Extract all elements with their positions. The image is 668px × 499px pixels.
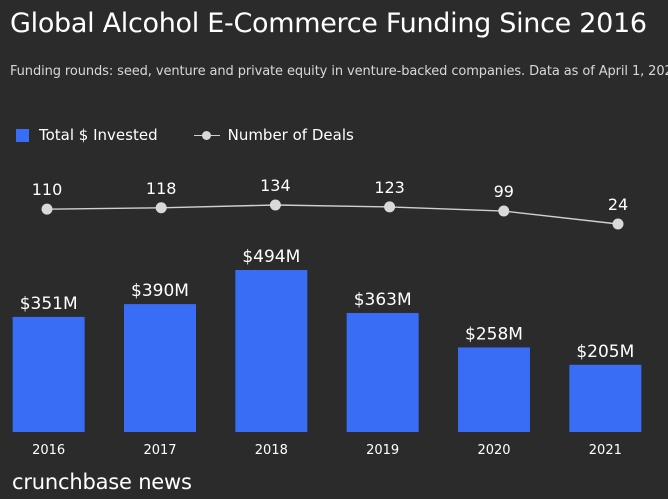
bar-2017 [124,304,196,432]
bar-2016 [12,316,85,432]
deals-label-2021: 24 [608,195,628,214]
deals-point-2018 [269,199,281,211]
bar-2020 [458,347,530,432]
bar-label-2018: $494M [242,247,300,267]
deals-label-2019: 123 [374,178,405,197]
legend-line-swatch [193,129,220,142]
deals-point-2019 [384,201,396,213]
deals-point-2021 [612,218,624,230]
bar-2018 [235,270,308,432]
deals-point-2020 [498,205,510,217]
x-tick-2016: 2016 [32,443,65,458]
legend-label-deals: Number of Deals [227,126,354,144]
bar-label-2017: $390M [131,281,189,301]
legend: Total $ Invested Number of Deals [16,126,354,144]
x-tick-2018: 2018 [255,443,288,458]
deals-point-2016 [41,203,53,215]
deals-label-2017: 118 [146,179,177,198]
deals-label-2018: 134 [260,176,291,195]
deals-point-2017 [155,202,167,214]
x-tick-2017: 2017 [143,443,176,458]
bar-label-2021: $205M [576,342,634,362]
bar-2019 [346,312,419,432]
x-tick-2019: 2019 [366,443,399,458]
x-tick-2020: 2020 [477,443,510,458]
deals-label-2016: 110 [32,180,63,199]
brand-logo: crunchbase news [12,470,192,494]
chart-subtitle: Funding rounds: seed, venture and privat… [10,64,668,79]
bar-label-2019: $363M [354,290,412,310]
bar-label-2020: $258M [465,324,523,344]
deals-line [46,204,619,225]
chart-title: Global Alcohol E-Commerce Funding Since … [10,8,647,39]
legend-bar-swatch [16,128,29,142]
legend-label-invested: Total $ Invested [39,126,158,144]
x-tick-2021: 2021 [589,443,622,458]
deals-label-2020: 99 [494,182,514,201]
bar-2021 [569,364,642,432]
bar-label-2016: $351M [20,294,78,314]
